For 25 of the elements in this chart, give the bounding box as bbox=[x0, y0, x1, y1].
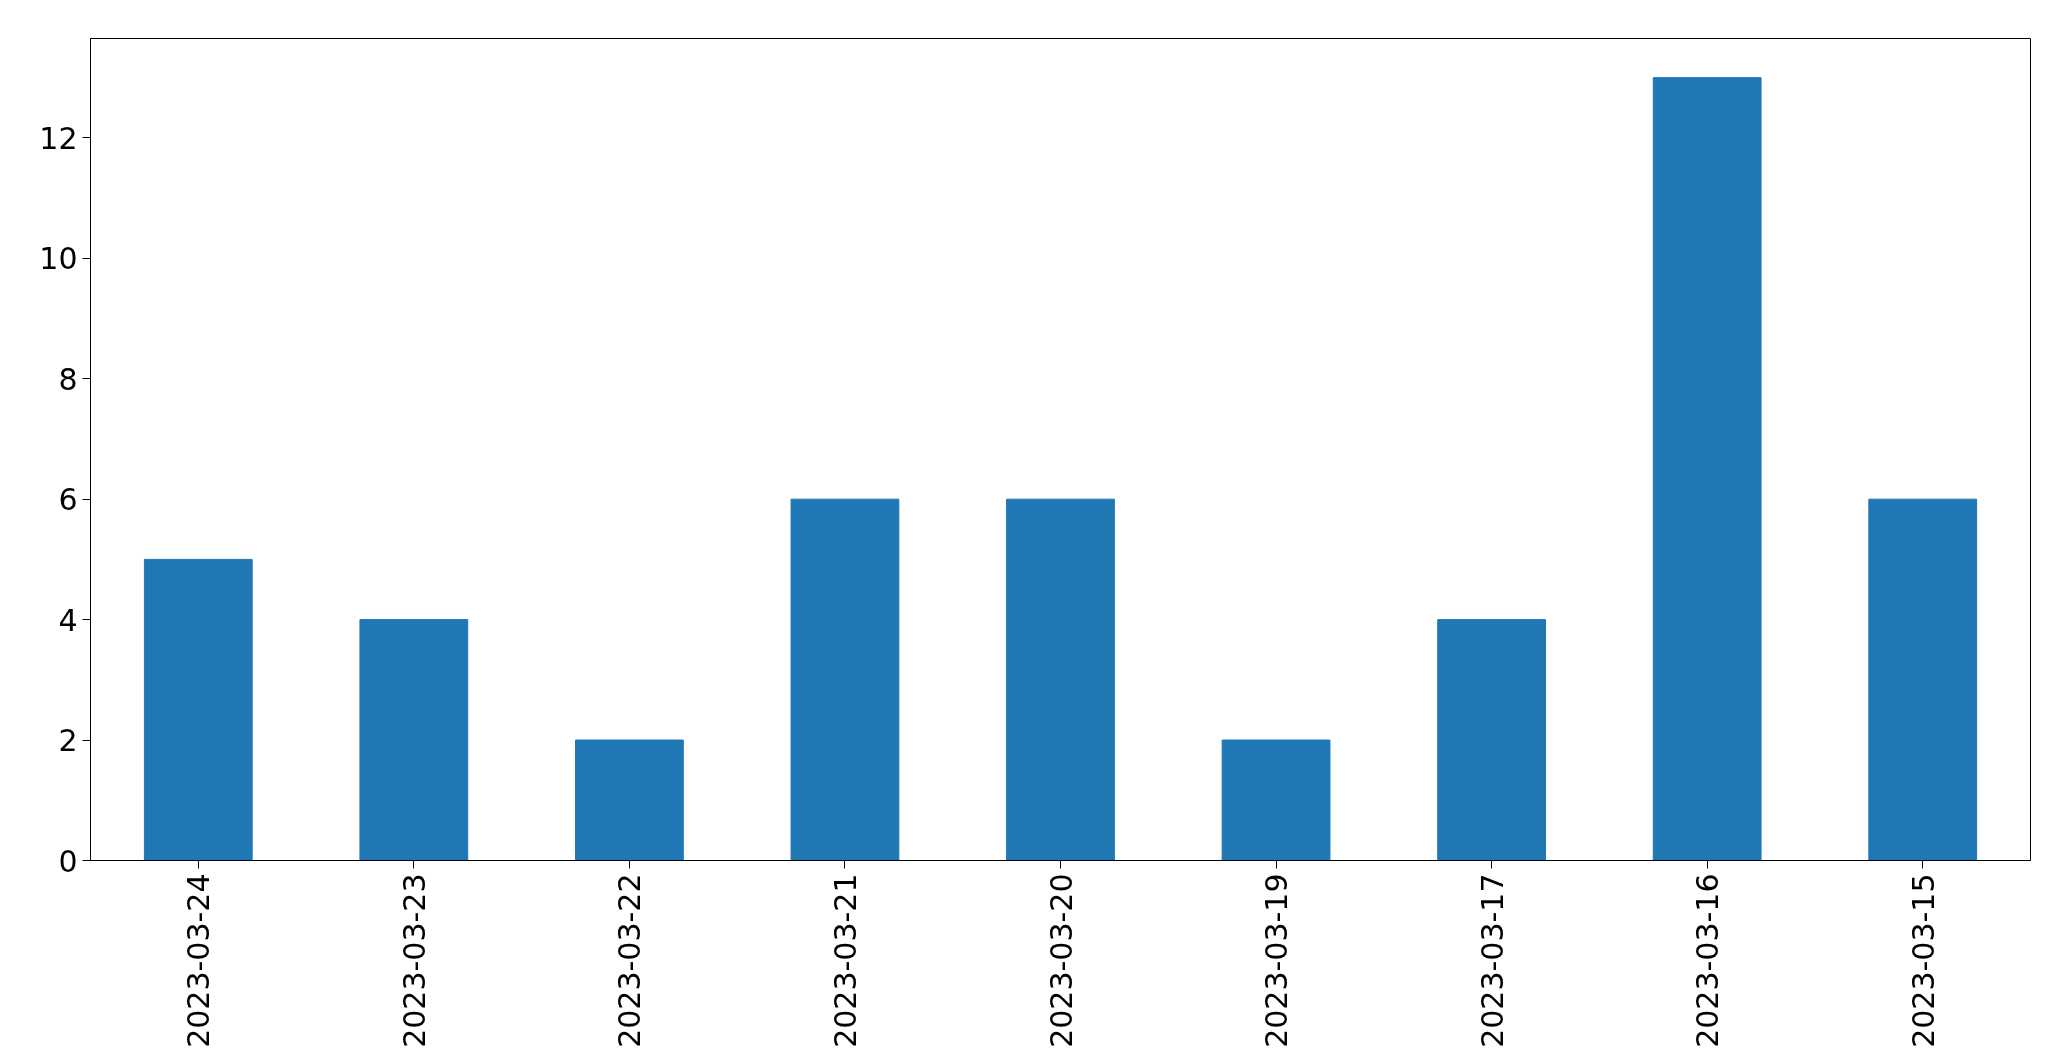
x-tick-label: 2023-03-19 bbox=[1259, 873, 1295, 1048]
x-tick-label: 2023-03-22 bbox=[612, 873, 648, 1048]
y-tick-label: 10 bbox=[39, 241, 78, 277]
bar bbox=[575, 739, 684, 861]
bar bbox=[1221, 739, 1331, 861]
x-tick-label: 2023-03-24 bbox=[181, 873, 217, 1048]
x-tick-label: 2023-03-21 bbox=[827, 873, 863, 1048]
y-tick-label: 0 bbox=[58, 843, 78, 879]
y-tick-label: 4 bbox=[58, 602, 78, 638]
y-tick-label: 2 bbox=[58, 723, 78, 759]
x-tick-label: 2023-03-16 bbox=[1690, 873, 1726, 1048]
bar bbox=[1652, 77, 1762, 861]
bar bbox=[1006, 498, 1115, 861]
bar bbox=[143, 558, 253, 861]
bar bbox=[790, 498, 900, 861]
x-tick-label: 2023-03-23 bbox=[396, 873, 432, 1048]
bar bbox=[359, 619, 469, 861]
y-tick-label: 12 bbox=[39, 120, 78, 156]
x-tick-label: 2023-03-17 bbox=[1474, 873, 1510, 1048]
bar bbox=[1437, 619, 1546, 861]
y-tick-label: 8 bbox=[58, 361, 78, 397]
x-tick-label: 2023-03-15 bbox=[1905, 873, 1941, 1048]
bar bbox=[1868, 498, 1978, 861]
x-tick-label: 2023-03-20 bbox=[1043, 873, 1079, 1048]
y-tick-label: 6 bbox=[58, 482, 78, 518]
